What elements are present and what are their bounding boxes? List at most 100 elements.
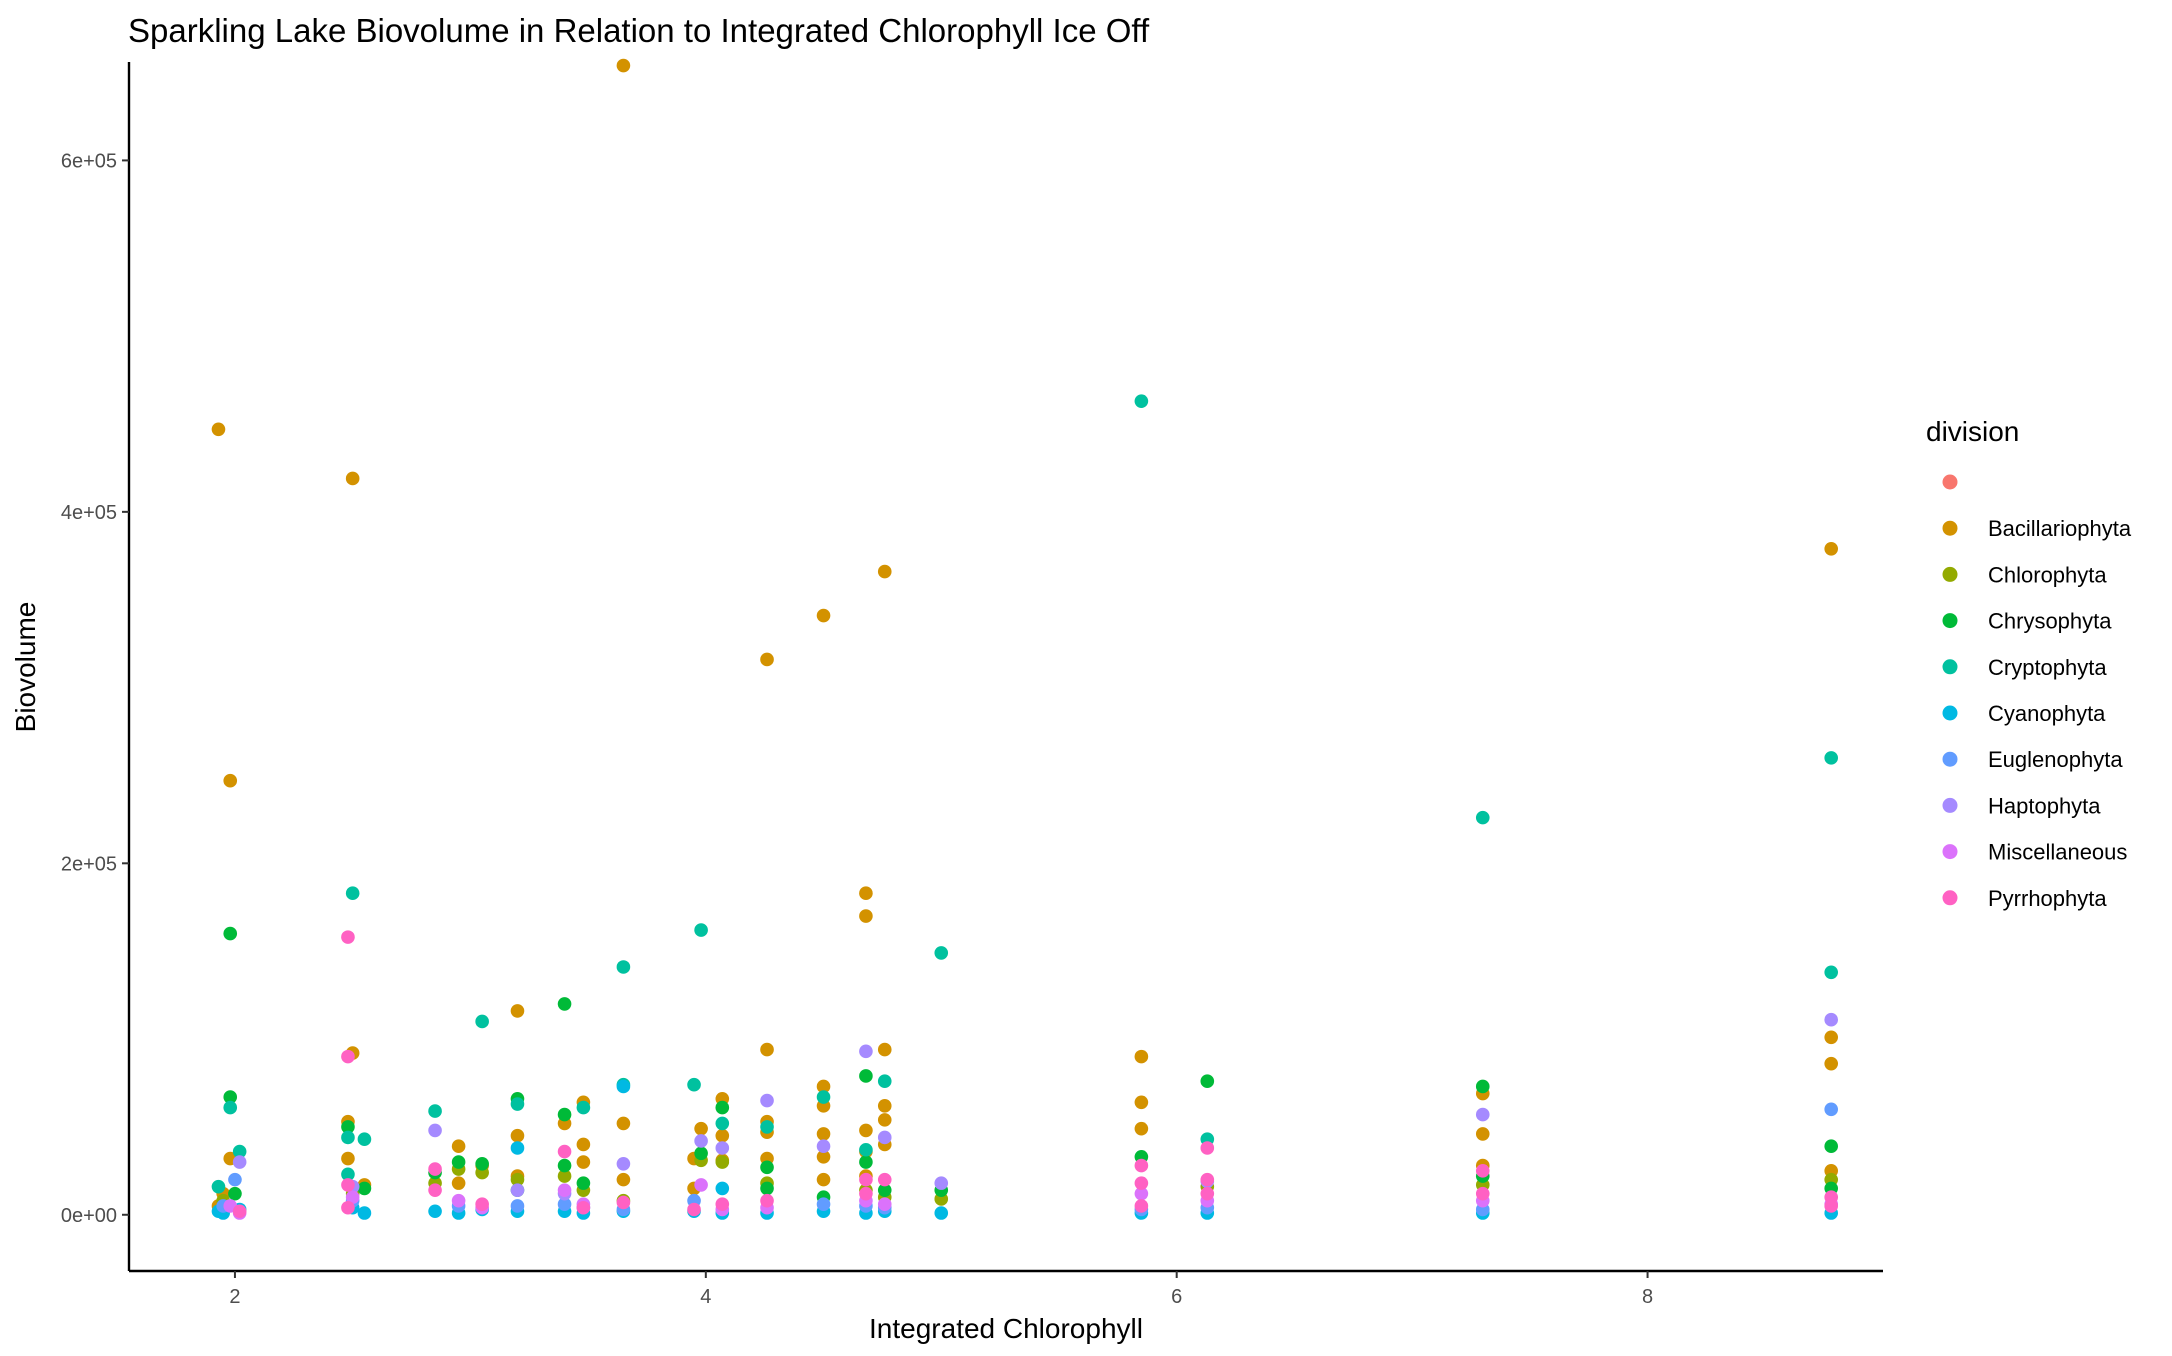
data-point: [345, 886, 360, 900]
y-tick-label: 0e+00: [61, 1205, 117, 1227]
data-point: [687, 1202, 701, 1217]
data-point: [859, 1186, 873, 1201]
data-point: [1134, 1095, 1149, 1110]
data-point: [715, 1100, 730, 1115]
data-point: [1134, 1121, 1149, 1136]
legend-label: Pyrrhophyta: [1988, 886, 2107, 911]
data-point: [341, 1120, 355, 1134]
data-point: [1134, 1176, 1149, 1190]
data-point: [859, 1044, 873, 1059]
data-point: [1824, 1199, 1839, 1213]
data-point: [510, 1183, 525, 1197]
data-point: [341, 1049, 355, 1064]
data-point: [760, 1120, 774, 1134]
data-point: [428, 1204, 442, 1219]
data-point: [816, 608, 831, 623]
legend-key: [1942, 705, 1958, 721]
data-point: [859, 886, 873, 900]
data-point: [760, 1193, 774, 1208]
legend-title: division: [1926, 416, 2019, 447]
data-point: [510, 1199, 525, 1213]
legend-key: [1942, 797, 1958, 813]
data-point: [557, 1197, 572, 1212]
data-point: [232, 1144, 247, 1159]
legend-key: [1942, 520, 1958, 536]
data-point: [1134, 1199, 1149, 1213]
data-point: [557, 1183, 572, 1197]
data-point: [428, 1162, 442, 1176]
data-point: [1824, 1102, 1839, 1117]
data-point: [616, 1079, 631, 1094]
data-point: [576, 1100, 591, 1115]
data-point: [510, 1141, 525, 1155]
data-point: [859, 1172, 873, 1187]
x-axis-ticks: 2 4 6 8: [229, 1271, 1653, 1308]
legend-items: Bacillariophyta Chlorophyta Chrysophyta Cry…: [1942, 474, 2132, 911]
data-point: [816, 1197, 831, 1212]
data-point: [859, 1069, 873, 1083]
data-point: [760, 652, 774, 667]
data-point: [616, 1172, 631, 1187]
data-point: [877, 1172, 892, 1187]
data-point: [934, 946, 949, 960]
data-point: [475, 1197, 489, 1212]
data-point: [934, 1176, 949, 1190]
data-point: [694, 1121, 708, 1136]
data-point: [345, 1190, 360, 1204]
data-point: [341, 1167, 355, 1182]
data-point: [557, 1107, 572, 1122]
data-point: [715, 1197, 730, 1212]
data-point: [557, 1158, 572, 1173]
data-point: [557, 997, 572, 1011]
legend-key: [1942, 751, 1958, 767]
data-point: [1475, 1186, 1490, 1201]
data-point: [816, 1172, 831, 1187]
y-tick-label: 4e+05: [61, 502, 117, 524]
data-point: [616, 1116, 631, 1131]
data-point: [1134, 1049, 1149, 1064]
data-point: [694, 1178, 708, 1192]
legend-key: [1942, 474, 1958, 490]
legend-label: Chlorophyta: [1988, 562, 2107, 587]
data-point: [816, 1079, 831, 1094]
legend-key: [1942, 613, 1958, 629]
data-point: [228, 1172, 242, 1187]
data-point: [760, 1093, 774, 1108]
x-tick-label: 4: [700, 1286, 711, 1308]
data-point: [1824, 965, 1839, 980]
x-tick-label: 8: [1642, 1286, 1653, 1308]
data-point: [1200, 1141, 1215, 1155]
y-tick-label: 2e+05: [61, 853, 117, 875]
data-point: [475, 1157, 489, 1171]
data-point: [816, 1127, 831, 1141]
data-point: [715, 1116, 730, 1131]
data-point: [616, 1157, 631, 1171]
data-point: [715, 1141, 730, 1155]
data-point: [877, 1197, 892, 1212]
data-point: [1475, 1127, 1490, 1141]
legend-key: [1942, 844, 1958, 860]
data-point: [1200, 1186, 1215, 1201]
data-point: [228, 1186, 242, 1201]
legend-label: Chrysophyta: [1988, 609, 2112, 634]
data-point: [1824, 1012, 1839, 1027]
data-point: [428, 1104, 442, 1118]
data-point: [816, 1139, 831, 1154]
data-point: [760, 1160, 774, 1175]
x-tick-label: 2: [229, 1286, 240, 1308]
data-point: [1134, 394, 1149, 408]
data-point: [451, 1193, 466, 1208]
data-point: [475, 1014, 489, 1029]
data-point: [616, 58, 631, 73]
data-point: [1134, 1158, 1149, 1173]
data-point: [1824, 1056, 1839, 1071]
data-point: [232, 1204, 247, 1219]
data-point: [576, 1200, 591, 1215]
y-axis-ticks: 0e+00 2e+05 4e+05 6e+05: [61, 150, 129, 1227]
data-point: [859, 1155, 873, 1169]
chart-title: Sparkling Lake Biovolume in Relation to …: [128, 12, 1150, 49]
data-point: [715, 1181, 730, 1196]
data-point: [357, 1132, 372, 1147]
data-point: [428, 1123, 442, 1138]
y-tick-label: 6e+05: [61, 150, 117, 172]
